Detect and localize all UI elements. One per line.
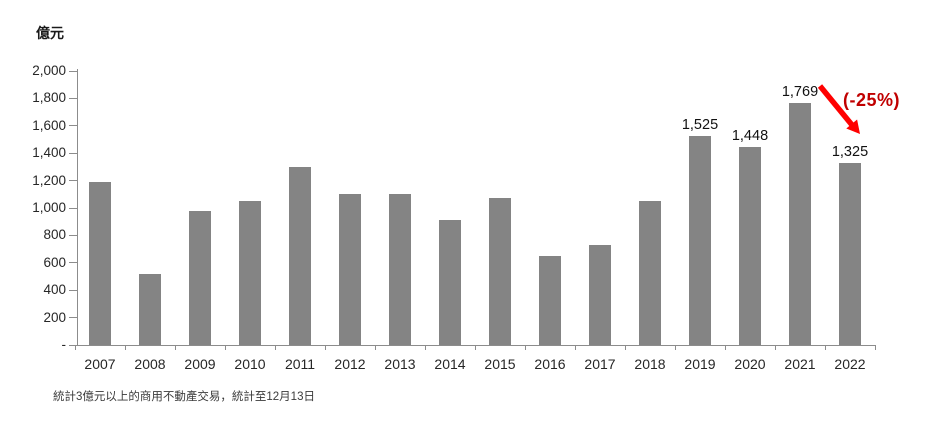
decline-percentage-annotation: (-25%) — [843, 90, 901, 110]
x-axis-label-2012: 2012 — [334, 356, 366, 372]
bar-2013 — [389, 194, 411, 345]
bar-2012 — [339, 193, 361, 345]
x-axis-tick — [175, 345, 176, 350]
x-axis-tick — [225, 345, 226, 350]
x-axis-label-2013: 2013 — [384, 356, 416, 372]
bar-2014 — [439, 219, 461, 345]
y-axis-tick-label: - — [61, 337, 67, 352]
x-axis-label-2015: 2015 — [484, 356, 516, 372]
decline-arrow-icon — [817, 84, 860, 134]
x-axis-label-2010: 2010 — [234, 356, 266, 372]
x-axis-tick — [725, 345, 726, 350]
x-axis-tick — [575, 345, 576, 350]
x-axis-tick — [525, 345, 526, 350]
x-axis-label-2020: 2020 — [734, 356, 766, 372]
bar-2019 — [689, 136, 711, 345]
y-axis-tick-label: 400 — [43, 282, 66, 298]
bar-2022 — [839, 163, 861, 345]
y-axis-tick-label: 800 — [43, 227, 66, 243]
y-axis-unit-label: 億元 — [36, 25, 64, 41]
value-label-2020: 1,448 — [731, 127, 769, 144]
x-axis-label-2011: 2011 — [284, 356, 316, 372]
y-axis-tick — [69, 344, 77, 346]
x-axis-label-2017: 2017 — [584, 356, 616, 372]
x-axis-tick — [325, 345, 326, 350]
y-axis-tick-label: 1,200 — [32, 172, 66, 188]
x-axis-tick — [275, 345, 276, 350]
bar-2020 — [739, 146, 761, 345]
x-axis-tick — [475, 345, 476, 350]
bar-2017 — [589, 244, 611, 345]
y-axis-tick — [69, 97, 77, 99]
x-axis-label-2009: 2009 — [184, 356, 216, 372]
x-axis-tick — [875, 345, 876, 350]
y-axis-tick — [69, 262, 77, 264]
x-axis-tick — [425, 345, 426, 350]
x-axis-tick — [825, 345, 826, 350]
x-axis-tick — [775, 345, 776, 350]
value-label-2021: 1,769 — [781, 83, 819, 100]
x-axis-label-2014: 2014 — [434, 356, 466, 372]
bar-2007 — [89, 181, 111, 345]
y-axis-tick-label: 1,000 — [32, 200, 66, 215]
decline-arrow-head — [846, 119, 860, 134]
bar-2009 — [189, 211, 211, 345]
y-axis-tick-label: 1,800 — [32, 90, 66, 106]
x-axis-label-2022: 2022 — [834, 356, 866, 372]
x-axis-label-2021: 2021 — [784, 356, 816, 372]
decline-arrow-shaft — [817, 84, 855, 127]
bar-2018 — [639, 201, 661, 345]
y-axis-tick-label: 1,400 — [32, 145, 66, 161]
y-axis-tick-label: 200 — [43, 309, 66, 325]
bar-2011 — [289, 166, 311, 345]
bar-2008 — [139, 273, 161, 345]
bar-2010 — [239, 201, 261, 345]
y-axis-tick — [69, 289, 77, 291]
bar-2015 — [489, 198, 511, 345]
y-axis-tick — [69, 234, 77, 236]
value-label-2019: 1,525 — [681, 117, 719, 134]
y-axis-tick — [69, 317, 77, 319]
y-axis-tick — [69, 180, 77, 182]
x-axis-label-2018: 2018 — [634, 356, 666, 372]
x-axis-tick — [75, 345, 76, 350]
y-axis-tick — [69, 152, 77, 154]
y-axis-tick — [69, 70, 77, 72]
y-axis-tick — [69, 207, 77, 209]
bar-2016 — [539, 255, 561, 345]
x-axis-tick — [375, 345, 376, 350]
x-axis-tick — [675, 345, 676, 350]
y-axis-tick-label: 600 — [43, 254, 66, 270]
x-axis-line — [77, 345, 876, 346]
bar-2021 — [789, 102, 811, 345]
x-axis-tick — [125, 345, 126, 350]
value-label-2022: 1,325 — [831, 144, 869, 161]
x-axis-tick — [625, 345, 626, 350]
x-axis-label-2019: 2019 — [684, 356, 716, 372]
y-axis-line — [77, 69, 78, 346]
x-axis-label-2016: 2016 — [534, 356, 566, 372]
y-axis-tick-label: 1,600 — [32, 117, 66, 133]
chart-footnote: 統計3億元以上的商用不動產交易，統計至12月13日 — [53, 391, 315, 403]
x-axis-label-2008: 2008 — [134, 356, 166, 372]
y-axis-tick-label: 2,000 — [32, 63, 66, 78]
y-axis-tick — [69, 125, 77, 127]
x-axis-label-2007: 2007 — [84, 356, 116, 372]
